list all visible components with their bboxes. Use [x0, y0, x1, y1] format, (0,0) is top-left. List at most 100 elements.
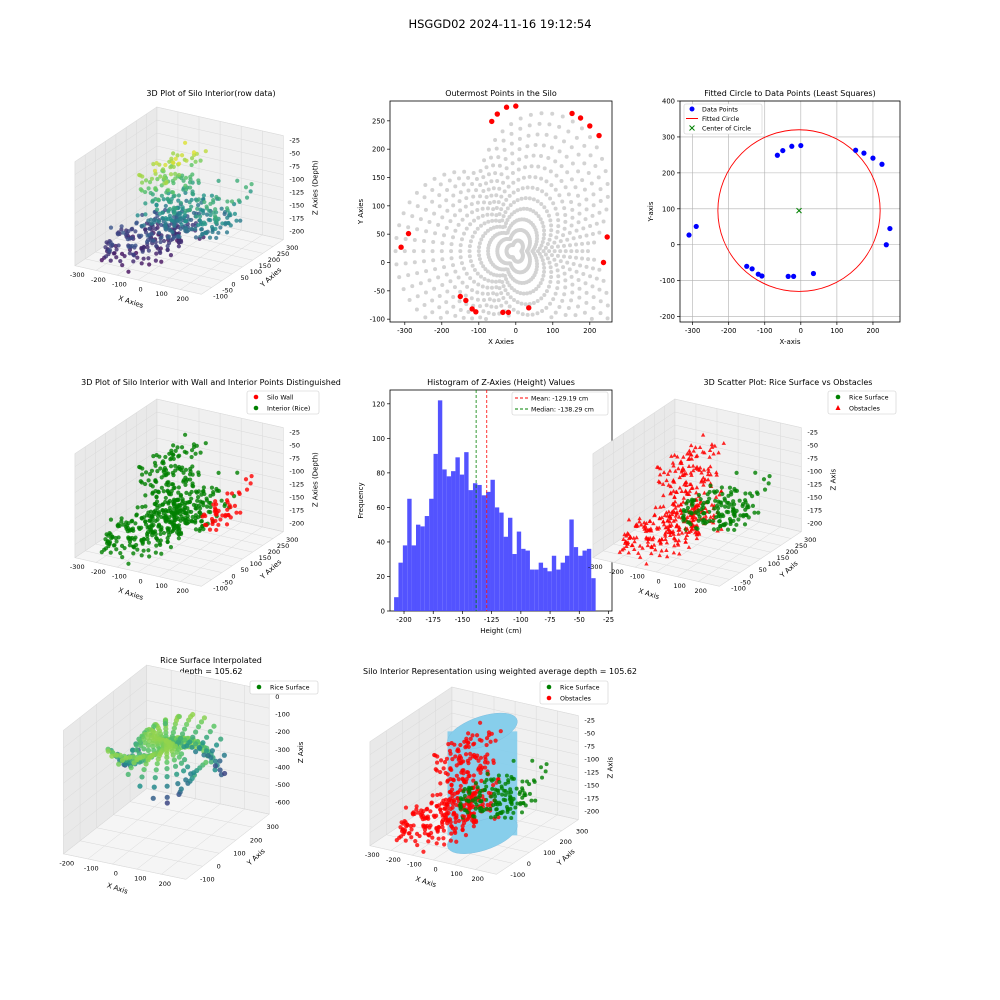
x-tick-label: -25 — [603, 616, 614, 624]
data-point — [163, 507, 168, 513]
data-point — [143, 522, 149, 527]
hist-bar — [582, 550, 587, 611]
interior-point — [574, 135, 579, 140]
surface-cell — [155, 756, 161, 762]
data-point — [617, 549, 622, 554]
data-point — [126, 536, 131, 541]
interior-point — [430, 298, 435, 303]
data-point — [451, 810, 457, 815]
interior-point — [449, 242, 454, 247]
data-point — [403, 838, 408, 843]
interior-point — [440, 215, 445, 220]
data-point — [146, 478, 151, 483]
data-point — [160, 210, 165, 215]
data-point — [146, 256, 151, 261]
data-point — [202, 220, 207, 225]
data-point — [667, 468, 673, 473]
data-point — [213, 499, 218, 504]
interior-point — [594, 221, 599, 226]
data-point — [157, 249, 162, 254]
interior-point — [463, 204, 468, 209]
interior-point — [415, 271, 420, 276]
data-point — [424, 807, 429, 812]
data-point — [707, 496, 712, 501]
data-point — [444, 756, 450, 761]
data-point — [658, 541, 663, 546]
interior-point — [415, 227, 420, 232]
data-point — [658, 504, 663, 509]
y-tick-label: 200 — [250, 836, 262, 844]
data-point — [490, 786, 495, 791]
data-point — [798, 142, 804, 149]
interior-point — [569, 249, 574, 254]
data-point — [671, 501, 676, 506]
surface-cell — [184, 743, 190, 749]
data-point — [126, 521, 131, 526]
data-point — [513, 805, 518, 810]
data-point — [171, 164, 176, 170]
data-point — [503, 792, 508, 797]
y-tick-label: -100 — [731, 584, 746, 592]
interior-point — [539, 201, 544, 206]
x-tick-label: -100 — [84, 864, 99, 872]
grid-line — [74, 489, 157, 545]
interior-point — [475, 226, 480, 231]
interior-point — [505, 217, 510, 222]
y-tick-label: 300 — [576, 827, 588, 835]
interior-point — [465, 284, 470, 289]
interior-point — [478, 168, 483, 173]
data-point — [193, 159, 198, 164]
data-point — [183, 175, 189, 180]
interior-point — [568, 255, 573, 260]
data-point — [445, 778, 450, 783]
surface-cell — [193, 749, 199, 755]
interior-point — [541, 249, 546, 254]
interior-point — [542, 205, 547, 210]
outermost-point — [604, 234, 610, 240]
interior-point — [444, 198, 449, 203]
interior-point — [397, 275, 402, 280]
data-point — [506, 778, 511, 783]
interior-point — [531, 209, 536, 214]
data-point — [463, 745, 468, 750]
data-point — [520, 779, 525, 784]
interior-point — [499, 194, 504, 199]
interior-point — [548, 196, 553, 201]
data-point — [409, 835, 414, 840]
interior-point — [544, 192, 549, 197]
surface-cell — [181, 726, 188, 732]
data-point — [654, 464, 660, 469]
grid-line — [63, 717, 147, 784]
data-point — [484, 784, 489, 789]
y-tick-label: 0 — [381, 259, 385, 267]
interior-point — [516, 187, 521, 192]
data-point — [152, 168, 158, 173]
data-point — [122, 545, 127, 551]
grid-line — [592, 476, 675, 532]
y-axis-label: Y Axis — [778, 559, 800, 580]
data-point — [139, 525, 144, 530]
data-point — [463, 752, 469, 757]
data-point — [133, 243, 138, 248]
interior-point — [394, 236, 399, 241]
interior-point — [448, 279, 453, 284]
data-point — [731, 518, 736, 524]
data-point — [785, 273, 791, 279]
interior-point — [584, 207, 589, 212]
interior-point — [511, 190, 516, 195]
hist-bar — [446, 476, 452, 611]
data-point — [727, 516, 733, 522]
interior-point — [549, 228, 554, 233]
interior-point — [486, 246, 491, 251]
data-point — [115, 524, 121, 529]
interior-point — [440, 282, 445, 287]
data-point — [168, 165, 173, 170]
hist-bar — [591, 578, 596, 611]
z-tick-label: -600 — [275, 799, 290, 807]
surface-cell — [145, 747, 152, 753]
data-point — [474, 733, 480, 738]
data-point — [521, 801, 526, 806]
interior-point — [549, 275, 554, 280]
interior-point — [561, 254, 566, 259]
interior-point — [472, 218, 477, 223]
